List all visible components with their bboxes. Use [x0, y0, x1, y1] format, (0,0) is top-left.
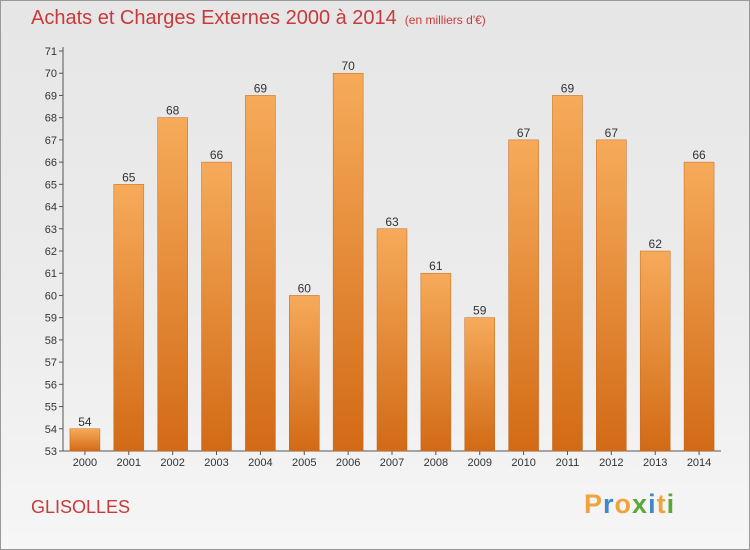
- data-label-2008: 61: [429, 259, 443, 273]
- bar-2001: [113, 184, 145, 452]
- bar-2012: [596, 139, 627, 452]
- logo-letter: r: [603, 489, 615, 519]
- y-tick-label: 61: [45, 268, 57, 280]
- data-label-2006: 70: [341, 59, 355, 73]
- x-tick-label-2009: 2009: [467, 457, 491, 469]
- logo-letter: t: [656, 489, 667, 519]
- data-label-2013: 62: [649, 237, 663, 251]
- bar-2003: [201, 161, 232, 452]
- data-label-2000: 54: [78, 415, 92, 429]
- x-tick-label-2014: 2014: [687, 457, 711, 469]
- y-tick-label: 57: [45, 357, 57, 369]
- y-tick-label: 64: [45, 202, 57, 214]
- y-tick-label: 63: [45, 224, 57, 236]
- bar-2008: [420, 272, 452, 452]
- bar-2005: [289, 295, 320, 452]
- bar-2011: [552, 95, 583, 452]
- bar-2007: [376, 228, 408, 452]
- logo-letter: P: [584, 489, 604, 519]
- bar-2013: [639, 250, 671, 452]
- logo-letter: o: [614, 489, 633, 519]
- x-tick-label-2011: 2011: [556, 457, 580, 469]
- data-label-2009: 59: [473, 304, 487, 318]
- bar-2009: [464, 317, 495, 452]
- y-tick-label: 59: [45, 313, 57, 325]
- bar-2006: [332, 72, 364, 452]
- x-tick-label-2012: 2012: [599, 457, 623, 469]
- logo-letter: i: [648, 489, 657, 519]
- data-label-2004: 69: [254, 81, 268, 95]
- bar-2002: [157, 117, 188, 452]
- y-tick-label: 58: [45, 335, 57, 347]
- y-tick-label: 67: [45, 135, 57, 147]
- y-tick-label: 69: [45, 90, 57, 102]
- data-label-2001: 65: [122, 170, 136, 184]
- y-tick-label: 68: [45, 113, 57, 125]
- x-tick-label-2007: 2007: [380, 457, 404, 469]
- y-tick-label: 55: [45, 402, 57, 414]
- y-tick-label: 60: [45, 290, 57, 302]
- data-label-2011: 69: [561, 81, 575, 95]
- data-label-2005: 60: [298, 281, 312, 295]
- bars: [69, 72, 715, 452]
- x-tick-label-2000: 2000: [73, 457, 97, 469]
- y-tick-label: 62: [45, 246, 57, 258]
- y-tick-label: 54: [45, 424, 57, 436]
- bar-2014: [683, 161, 715, 452]
- data-label-2003: 66: [210, 148, 224, 162]
- logo-letter: x: [632, 489, 649, 519]
- y-tick-label: 53: [45, 446, 57, 458]
- x-tick-label-2008: 2008: [424, 457, 448, 469]
- data-label-2012: 67: [605, 126, 619, 140]
- y-tick-label: 71: [45, 46, 57, 58]
- location-label: GLISOLLES: [31, 497, 131, 517]
- data-label-2007: 63: [385, 215, 399, 229]
- x-tick-label-2004: 2004: [248, 457, 272, 469]
- title-text: Achats et Charges Externes 2000 à 2014: [31, 7, 397, 29]
- chart-title: Achats et Charges Externes 2000 à 2014 (e…: [31, 7, 486, 30]
- proxiti-logo: Proxiti: [584, 489, 675, 520]
- y-tick-label: 66: [45, 157, 57, 169]
- data-label-2002: 68: [166, 104, 180, 118]
- x-tick-label-2006: 2006: [336, 457, 360, 469]
- logo-letter: i: [666, 489, 676, 519]
- data-label-2010: 67: [517, 126, 531, 140]
- x-tick-label-2002: 2002: [160, 457, 184, 469]
- bar-2010: [508, 139, 539, 452]
- data-labels: 54 65 68 66 69 60 70 63 61 59 67 69 67 62 66: [78, 59, 706, 429]
- x-tick-label-2001: 2001: [117, 457, 141, 469]
- y-tick-label: 70: [45, 68, 57, 80]
- data-label-2014: 66: [692, 148, 706, 162]
- y-tick-label: 56: [45, 379, 57, 391]
- x-tick-label-2005: 2005: [292, 457, 316, 469]
- unit-note: (en milliers d'€): [404, 13, 486, 27]
- x-tick-label-2003: 2003: [204, 457, 228, 469]
- x-tick-label-2013: 2013: [643, 457, 667, 469]
- bar-2000: [69, 428, 101, 452]
- bar-2004: [245, 95, 276, 452]
- y-tick-label: 65: [45, 179, 57, 191]
- x-tick-label-2010: 2010: [511, 457, 535, 469]
